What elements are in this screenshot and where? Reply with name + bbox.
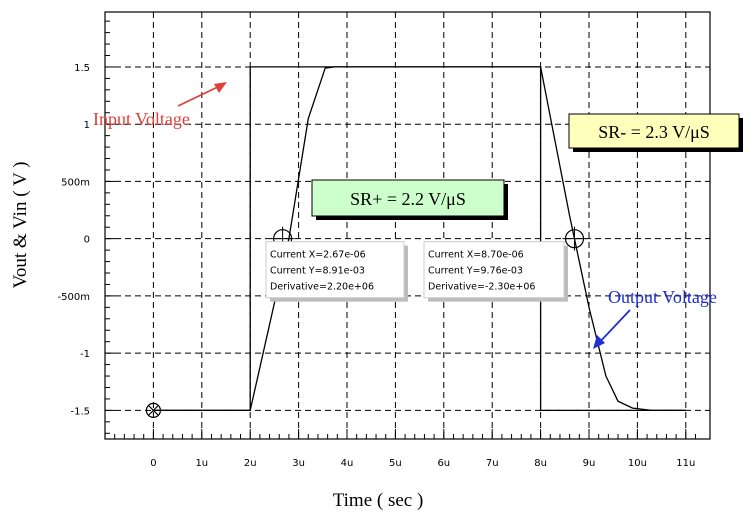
- sr-plus-box: [311, 179, 505, 217]
- y-axis-title: Vout & Vin ( V ): [10, 162, 31, 289]
- series-line-output-voltage: [153, 66, 686, 412]
- cursor-2-readout: Current X=8.70e-06: [428, 250, 524, 261]
- output-voltage-label: Output Voltage: [608, 287, 717, 307]
- y-tick-label: -1: [80, 349, 90, 360]
- series-group: [153, 66, 686, 412]
- y-tick-label: 500m: [61, 177, 90, 188]
- x-tick-label: 2u: [244, 458, 257, 469]
- cursor-2-box: [423, 241, 565, 299]
- cursor-1-readout: Current Y=8.91e-03: [270, 266, 365, 277]
- y-tick-label: 1.5: [74, 63, 90, 74]
- origin-marker: [145, 402, 161, 418]
- y-tick-label: -500m: [58, 292, 90, 303]
- x-tick-label: 3u: [292, 458, 305, 469]
- cursor-2-readout: Derivative=-2.30e+06: [428, 282, 535, 293]
- sr-minus-box: [568, 113, 740, 149]
- output-voltage-arrow-head: [593, 335, 605, 349]
- cursor-1-box: [265, 241, 405, 299]
- cursor-2-readout: Current Y=9.76e-03: [428, 266, 523, 277]
- origin-marker-cross-b: [147, 404, 159, 416]
- output-voltage-arrow: [593, 309, 631, 349]
- y-tick-label: 1: [84, 120, 90, 131]
- x-tick-label: 9u: [583, 458, 596, 469]
- cursor-1-readout: Derivative=2.20e+06: [270, 282, 374, 293]
- annotations: Current X=2.67e-06 Current Y=8.91e-03 Deri…: [93, 82, 743, 418]
- y-tick-label: -1.5: [70, 406, 90, 417]
- x-tick-label: 5u: [389, 458, 402, 469]
- x-tick-label: 11u: [676, 458, 695, 469]
- y-tick-label: 0: [84, 235, 90, 246]
- x-axis-title: Time ( sec ): [333, 490, 424, 511]
- x-tick-label: 0: [150, 458, 156, 469]
- x-tick-label: 4u: [341, 458, 354, 469]
- plot-frame: [104, 11, 711, 440]
- input-voltage-arrow-head: [214, 82, 227, 93]
- input-voltage-arrow: [177, 82, 227, 107]
- x-tick-label: 1u: [195, 458, 208, 469]
- input-voltage-label: Input Voltage: [93, 109, 190, 129]
- x-tick-label: 7u: [486, 458, 499, 469]
- x-tick-label: 10u: [628, 458, 647, 469]
- sr-plus-label: SR+ = 2.2 V/μS: [350, 189, 466, 209]
- axis-ticks: 0 1u 2u 3u 4u 5u 6u 7u 8u 9u 10u 11u 1.5 1 500m 0 -500m -…: [58, 20, 696, 469]
- cursor-1-readout: Current X=2.67e-06: [270, 250, 366, 261]
- grid: [105, 12, 710, 439]
- x-tick-label: 8u: [534, 458, 547, 469]
- sr-minus-label: SR- = 2.3 V/μS: [598, 122, 710, 142]
- x-tick-label: 6u: [437, 458, 450, 469]
